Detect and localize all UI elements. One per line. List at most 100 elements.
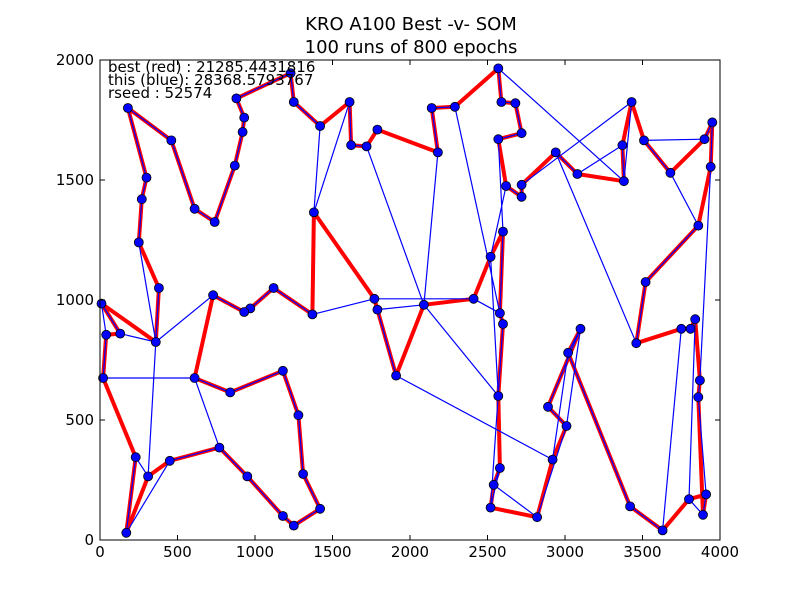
x-tick-label: 3500 — [623, 543, 661, 561]
city-point — [494, 463, 505, 473]
city-point — [308, 207, 319, 218]
city-point — [701, 489, 711, 500]
city-point — [561, 421, 572, 431]
city-point — [209, 217, 220, 227]
city-point — [115, 328, 126, 339]
city-point — [501, 181, 512, 191]
city-point — [361, 141, 372, 152]
city-point — [285, 68, 296, 79]
city-point — [239, 307, 250, 317]
city-point — [449, 101, 460, 112]
city-point — [150, 337, 161, 347]
city-point — [391, 370, 402, 381]
point-layer — [96, 63, 718, 538]
city-point — [617, 140, 628, 151]
x-tick-label: 2000 — [391, 543, 429, 561]
city-point — [516, 179, 527, 190]
city-point — [510, 98, 521, 109]
city-point — [695, 375, 705, 386]
city-point — [288, 520, 299, 531]
city-point — [498, 226, 508, 237]
y-tick-label: 2000 — [56, 51, 94, 69]
city-point — [496, 97, 507, 107]
city-point — [166, 135, 177, 146]
city-point — [372, 124, 383, 135]
y-tick-label: 1500 — [56, 171, 94, 189]
city-point — [631, 338, 642, 349]
annotation-best: best (red) : 21285.4431816 — [108, 58, 315, 76]
x-tick-label: 0 — [95, 543, 105, 561]
city-point — [698, 509, 708, 520]
city-point — [639, 135, 649, 146]
city-point — [493, 63, 504, 74]
city-point — [133, 237, 144, 248]
city-point — [164, 455, 175, 466]
city-point — [189, 373, 200, 383]
city-point — [101, 329, 112, 340]
city-point — [307, 309, 318, 320]
city-point — [488, 479, 499, 490]
city-point — [690, 314, 701, 325]
city-point — [693, 220, 704, 231]
city-point — [121, 527, 132, 538]
annotation-this: this (blue): 28368.5793767 — [108, 71, 313, 89]
city-point — [130, 452, 141, 463]
city-point — [98, 373, 108, 383]
city-point — [268, 283, 279, 293]
y-tick-label: 0 — [84, 531, 94, 549]
city-point — [498, 319, 508, 329]
y-tick-label: 500 — [65, 411, 94, 429]
plot-area: 0 500 1000 1500 2000 2500 3000 3500 4000 0 500 1000… — [56, 51, 739, 561]
city-point — [208, 290, 219, 301]
city-point — [136, 194, 147, 205]
city-point — [575, 323, 586, 334]
city-point — [485, 502, 496, 513]
x-tick-label: 3000 — [546, 543, 584, 561]
x-tick-label: 1500 — [313, 543, 351, 561]
city-point — [563, 347, 573, 358]
city-point — [543, 401, 553, 412]
city-point — [344, 97, 355, 107]
city-point — [468, 293, 479, 304]
city-point — [572, 169, 583, 179]
annotation-rseed: rseed : 52574 — [108, 84, 212, 102]
city-point — [626, 97, 637, 107]
x-tick-label: 4000 — [701, 543, 739, 561]
city-point — [315, 503, 326, 514]
city-point — [516, 128, 527, 139]
city-point — [229, 160, 240, 171]
city-point — [298, 469, 309, 479]
city-point — [239, 112, 250, 123]
city-point — [516, 191, 527, 202]
x-tick-label: 500 — [163, 543, 192, 561]
city-point — [547, 454, 558, 465]
city-point — [640, 277, 651, 287]
chart-title: KRO A100 Best -v- SOM — [305, 14, 517, 35]
city-point — [494, 308, 505, 319]
city-point — [369, 293, 380, 304]
city-point — [676, 323, 687, 334]
city-point — [485, 251, 496, 262]
city-point — [372, 304, 383, 315]
city-point — [225, 387, 236, 398]
city-point — [293, 410, 304, 421]
city-point — [214, 442, 225, 453]
best-tour-line — [99, 66, 715, 535]
ticks-layer: 0 500 1000 1500 2000 2500 3000 3500 4000 0 500 1000… — [56, 51, 739, 561]
chart-subtitle: 100 runs of 800 epochs — [305, 37, 518, 58]
city-point — [657, 525, 668, 536]
city-point — [277, 511, 288, 521]
city-point — [96, 298, 107, 309]
x-tick-label: 2500 — [468, 543, 506, 561]
city-point — [231, 93, 242, 104]
city-point — [550, 147, 561, 158]
city-point — [707, 117, 718, 128]
series-layer — [99, 66, 715, 535]
city-point — [277, 365, 288, 376]
city-point — [532, 512, 542, 523]
city-point — [684, 494, 694, 505]
city-point — [242, 471, 253, 482]
city-point — [493, 391, 504, 401]
city-point — [685, 323, 696, 334]
